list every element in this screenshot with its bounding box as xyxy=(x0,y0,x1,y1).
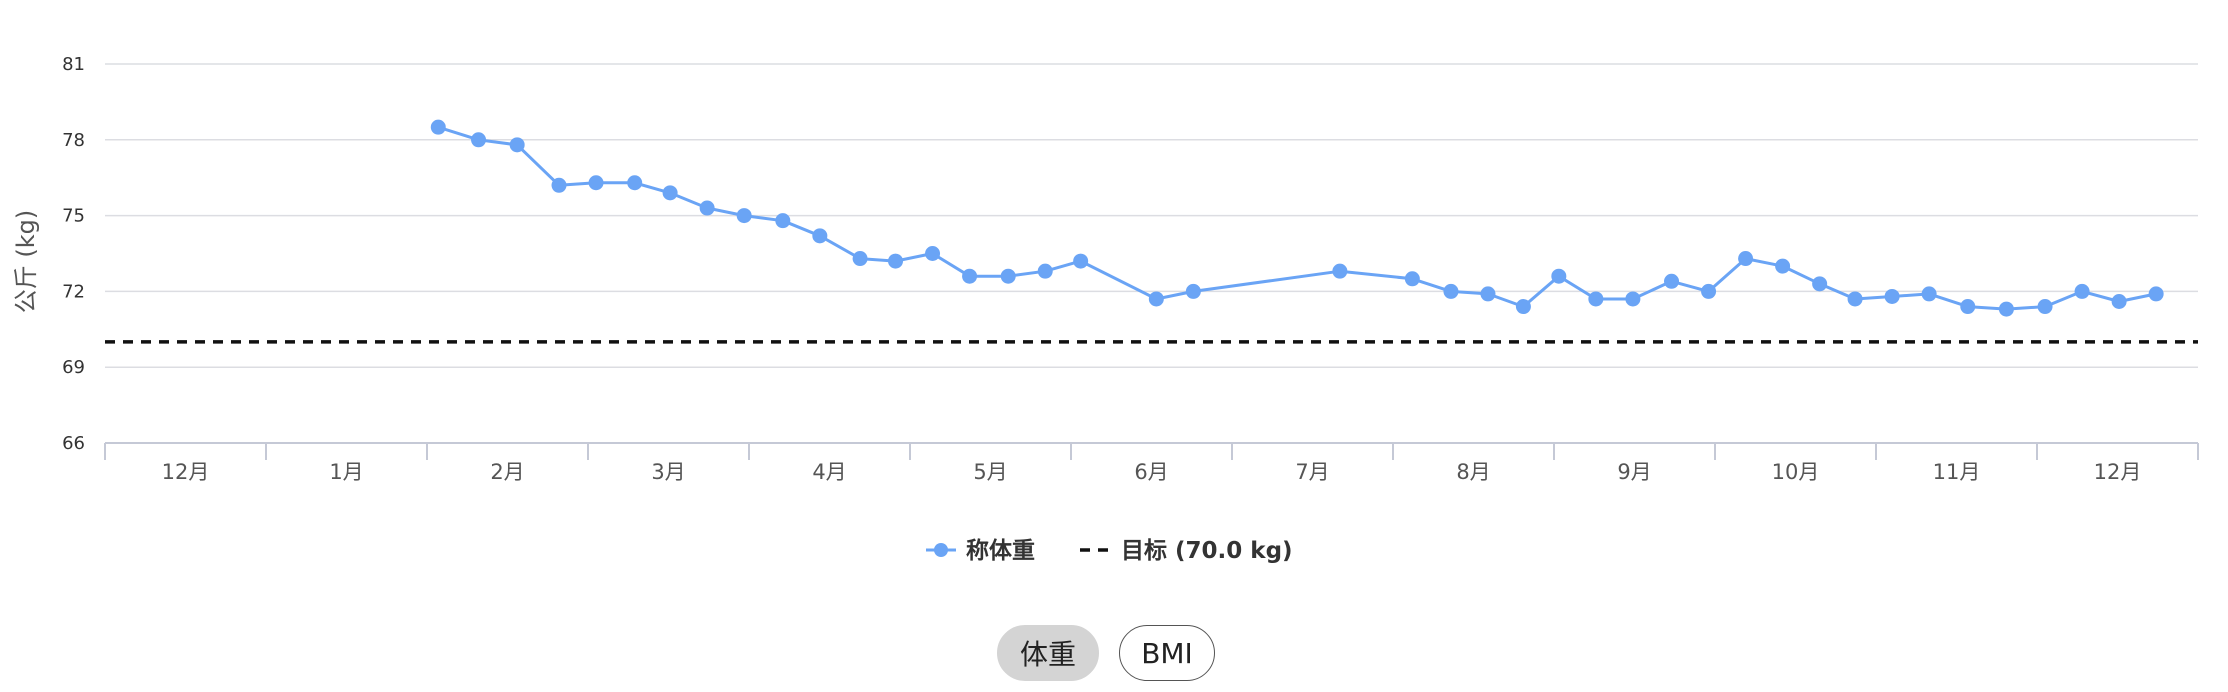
weight-data-point xyxy=(1515,299,1531,315)
weight-data-point xyxy=(662,185,678,201)
x-tick-label: 10月 xyxy=(1772,460,1820,484)
x-tick-label: 2月 xyxy=(490,460,524,484)
weight-data-point xyxy=(736,208,752,224)
legend-target-label: 目标 (70.0 kg) xyxy=(1121,538,1293,564)
y-tick-label: 66 xyxy=(62,433,85,454)
weight-data-point xyxy=(1812,276,1828,292)
weight-data-point xyxy=(551,177,567,193)
weight-data-point xyxy=(1480,286,1496,302)
weight-data-point xyxy=(1073,253,1089,269)
y-tick-label: 72 xyxy=(62,281,85,302)
x-tick-label: 4月 xyxy=(812,460,846,484)
grid-lines xyxy=(105,63,2198,368)
x-tick-label: 5月 xyxy=(973,460,1007,484)
y-tick-label: 69 xyxy=(62,357,85,378)
x-tick-label: 9月 xyxy=(1617,460,1651,484)
weight-data-point xyxy=(430,119,446,135)
weight-data-point xyxy=(925,246,941,261)
weight-data-point xyxy=(1921,286,1937,302)
weight-data-point xyxy=(2074,283,2090,299)
weight-data-point xyxy=(852,251,868,267)
weight-data-point xyxy=(1443,283,1459,299)
x-tick-label: 12月 xyxy=(162,460,210,484)
legend-item-weight[interactable]: 称体重 xyxy=(926,537,1035,564)
weight-chart: 81 78 75 72 69 66 公斤 (kg) 12月 1月 2月 3月 4月 5月 6月 7月 8月… xyxy=(12,54,2199,564)
weight-toggle-button[interactable]: 体重 xyxy=(997,625,1099,681)
weight-data-point xyxy=(627,175,643,191)
weight-data-point xyxy=(962,268,978,284)
weight-data-point xyxy=(1998,301,2014,317)
weight-data-point xyxy=(888,253,904,269)
weight-data-point xyxy=(1037,263,1053,279)
legend-weight-label: 称体重 xyxy=(966,537,1035,564)
y-tick-label: 75 xyxy=(62,206,85,227)
x-tick-label: 7月 xyxy=(1295,460,1329,484)
metric-toggle-group: 体重 BMI xyxy=(997,625,1215,681)
x-tick-label: 6月 xyxy=(1134,460,1168,484)
x-tick-label: 1月 xyxy=(329,460,363,484)
weight-data-point xyxy=(588,175,604,191)
weight-data-point xyxy=(471,132,487,148)
weight-data-point xyxy=(1332,263,1348,279)
weight-data-point xyxy=(1625,291,1641,307)
weight-data-point xyxy=(699,200,715,216)
weight-data-point xyxy=(1404,271,1420,287)
weight-series xyxy=(430,119,2164,317)
weight-data-point xyxy=(1847,291,1863,307)
y-tick-label: 78 xyxy=(62,130,85,151)
weight-data-point xyxy=(1000,268,1016,284)
legend: 称体重 目标 (70.0 kg) xyxy=(926,537,1293,564)
weight-data-point xyxy=(1701,283,1717,299)
weight-data-point xyxy=(812,228,828,244)
weight-data-point xyxy=(509,137,525,153)
weight-data-point xyxy=(1588,291,1604,307)
y-tick-labels: 81 78 75 72 69 66 xyxy=(62,54,85,454)
weight-data-point xyxy=(1148,291,1164,307)
weight-data-point xyxy=(2037,299,2053,315)
weight-data-point xyxy=(1664,273,1680,289)
x-tick-label: 11月 xyxy=(1933,460,1981,484)
weight-data-point xyxy=(1551,268,1567,284)
weight-data-point xyxy=(2111,294,2127,310)
x-tick-label: 8月 xyxy=(1456,460,1490,484)
legend-item-target[interactable]: 目标 (70.0 kg) xyxy=(1080,538,1293,564)
x-axis: 12月 1月 2月 3月 4月 5月 6月 7月 8月 9月 10月 11月 12月 xyxy=(104,442,2199,484)
legend-weight-marker xyxy=(934,543,948,557)
weight-data-point xyxy=(1775,258,1791,274)
y-tick-label: 81 xyxy=(62,54,85,75)
weight-data-point xyxy=(2148,286,2164,302)
bmi-toggle-button[interactable]: BMI xyxy=(1119,625,1215,681)
weight-line xyxy=(437,125,2157,311)
weight-data-point xyxy=(1960,299,1976,315)
weight-data-point xyxy=(1185,283,1201,299)
weight-data-point xyxy=(1738,251,1754,267)
x-tick-label: 3月 xyxy=(651,460,685,484)
y-axis-label: 公斤 (kg) xyxy=(12,210,40,314)
weight-data-point xyxy=(775,213,791,229)
x-tick-label: 12月 xyxy=(2094,460,2142,484)
weight-data-point xyxy=(1884,288,1900,304)
